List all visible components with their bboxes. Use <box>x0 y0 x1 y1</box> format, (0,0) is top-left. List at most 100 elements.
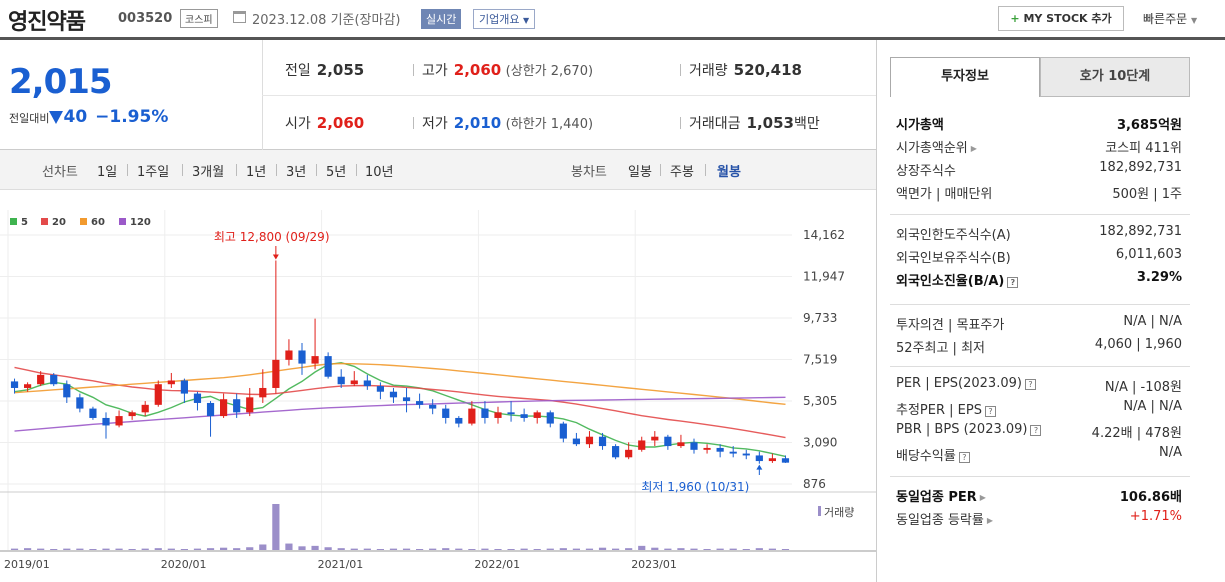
volume-bar <box>742 549 750 550</box>
tab-orderbook-10[interactable]: 호가 10단계 <box>1040 57 1190 97</box>
candle-body <box>37 374 45 385</box>
volume-cell: 거래량 520,418 <box>680 60 802 80</box>
help-icon[interactable]: ? <box>1024 379 1036 390</box>
candle-body <box>585 436 594 445</box>
summary-row-divider <box>262 95 876 96</box>
line-chart-label: 선차트 <box>42 165 78 180</box>
candle-body <box>102 417 110 426</box>
legend-label: 60 <box>91 217 105 228</box>
candle-body <box>141 404 149 413</box>
invest-info-key[interactable]: 동일업종 등락률 ▶ <box>896 513 994 528</box>
tab-invest-info[interactable]: 투자정보 <box>890 57 1040 97</box>
candle-body <box>612 446 620 458</box>
period-1d[interactable]: 1일 <box>97 165 118 180</box>
invest-info-row: 액면가 | 매매단위 500원 | 1주 <box>896 183 1182 203</box>
legend-swatch <box>80 218 87 225</box>
volume-bar <box>638 545 646 550</box>
high-value: 2,060 <box>453 61 502 79</box>
panel-tabs: 투자정보 호가 10단계 <box>890 57 1190 97</box>
volume-bar <box>115 548 123 550</box>
change-amount: 40 <box>63 107 88 127</box>
volume-bar <box>442 548 450 550</box>
ma-line-5 <box>14 361 786 458</box>
invest-info-key: 52주최고 | 최저 <box>896 341 985 356</box>
invest-info-value: N/A <box>1159 445 1182 460</box>
realtime-button[interactable]: 실시간 <box>421 9 462 29</box>
x-tick-label: 2022/01 <box>474 558 520 571</box>
candle-body <box>598 436 607 447</box>
ma-line-120 <box>14 396 786 432</box>
period-1y[interactable]: 1년 <box>246 165 267 180</box>
help-icon[interactable]: ? <box>984 406 996 417</box>
invest-info-row: 추정PER | EPS? N/A | N/A <box>896 399 1182 419</box>
candle-body <box>625 449 633 458</box>
period-3m[interactable]: 3개월 <box>192 165 225 180</box>
price-chart-svg: 14,162 11,947 9,733 7,519 5,305 3,090 876 2019/… <box>0 210 876 571</box>
volume-bar <box>233 548 241 550</box>
volume-bar <box>102 548 110 550</box>
volume-bar <box>285 543 293 550</box>
period-10y[interactable]: 10년 <box>365 165 394 180</box>
help-icon[interactable]: ? <box>1030 425 1042 436</box>
period-3y[interactable]: 3년 <box>286 165 307 180</box>
help-icon[interactable]: ? <box>958 452 970 463</box>
invest-info-row: 시가총액순위 ▶ 코스피 411위 <box>896 137 1182 157</box>
candle-body <box>455 417 463 424</box>
candle-body <box>350 380 358 385</box>
candle-body <box>429 404 437 409</box>
invest-info-value: 500원 | 1주 <box>1112 187 1182 202</box>
candle-body <box>494 412 502 418</box>
x-tick-label: 2023/01 <box>631 558 677 571</box>
quick-order-dropdown[interactable]: 빠른주문 ▼ <box>1143 10 1197 27</box>
invest-info-key: 상장주식수 <box>896 164 956 179</box>
volume-bar <box>154 548 162 550</box>
y-tick-label: 876 <box>803 477 826 491</box>
candle-body <box>154 384 162 405</box>
invest-info-row: 상장주식수 182,892,731 <box>896 160 1182 180</box>
volume-bar <box>533 549 541 550</box>
chevron-right-icon: ▶ <box>970 144 977 153</box>
invest-info-key[interactable]: 동일업종 PER ▶ <box>896 490 986 505</box>
candle-body <box>180 380 188 394</box>
volume-label: 거래량 <box>824 506 854 519</box>
group-divider <box>890 476 1190 477</box>
invest-info-key[interactable]: 시가총액순위 ▶ <box>896 141 977 156</box>
candle-body <box>638 440 646 450</box>
invest-info-key: 시가총액 <box>896 118 944 133</box>
period-5y[interactable]: 5년 <box>326 165 347 180</box>
invest-info-row: PER | EPS(2023.09)? N/A | -108원 <box>896 376 1182 396</box>
candle-body <box>285 350 293 360</box>
legend-swatch <box>119 218 126 225</box>
y-tick-label: 7,519 <box>803 353 837 367</box>
period-weekly[interactable]: 주봉 <box>670 165 694 180</box>
separator <box>680 117 681 129</box>
trade-value-cell: 거래대금 1,053백만 <box>680 113 820 133</box>
candle-body <box>324 356 332 377</box>
my-stock-add-button[interactable]: + MY STOCK 추가 <box>998 6 1124 31</box>
candle-body <box>311 356 319 364</box>
low-cell: 저가 2,010 (하한가 1,440) <box>413 113 593 133</box>
high-cell: 고가 2,060 (상한가 2,670) <box>413 60 593 80</box>
volume-bar <box>416 549 424 550</box>
help-icon[interactable]: ? <box>1007 277 1019 288</box>
candle-body <box>363 380 371 387</box>
candle-body <box>468 408 476 424</box>
invest-info-key: 외국인소진율(B/A)? <box>896 270 1019 289</box>
period-monthly[interactable]: 월봉 <box>717 165 741 180</box>
price-chart: 14,162 11,947 9,733 7,519 5,305 3,090 876 2019/… <box>0 190 876 582</box>
candle-body <box>520 414 528 418</box>
volume-bar <box>651 547 659 550</box>
candle-body <box>259 387 267 398</box>
candle-body <box>337 376 345 385</box>
invest-info-value: 6,011,603 <box>1115 247 1182 262</box>
invest-info-key: 추정PER | EPS? <box>896 399 996 418</box>
period-1w[interactable]: 1주일 <box>137 165 170 180</box>
period-daily[interactable]: 일봉 <box>628 165 652 180</box>
candle-body <box>768 458 776 462</box>
volume-bar <box>311 545 319 550</box>
company-overview-dropdown[interactable]: 기업개요 ▼ <box>473 9 536 29</box>
volume-bar <box>272 504 280 550</box>
invest-info-value: 3,685억원 <box>1116 118 1182 133</box>
candle-body <box>507 412 515 415</box>
stock-name: 영진약품 <box>8 10 86 35</box>
